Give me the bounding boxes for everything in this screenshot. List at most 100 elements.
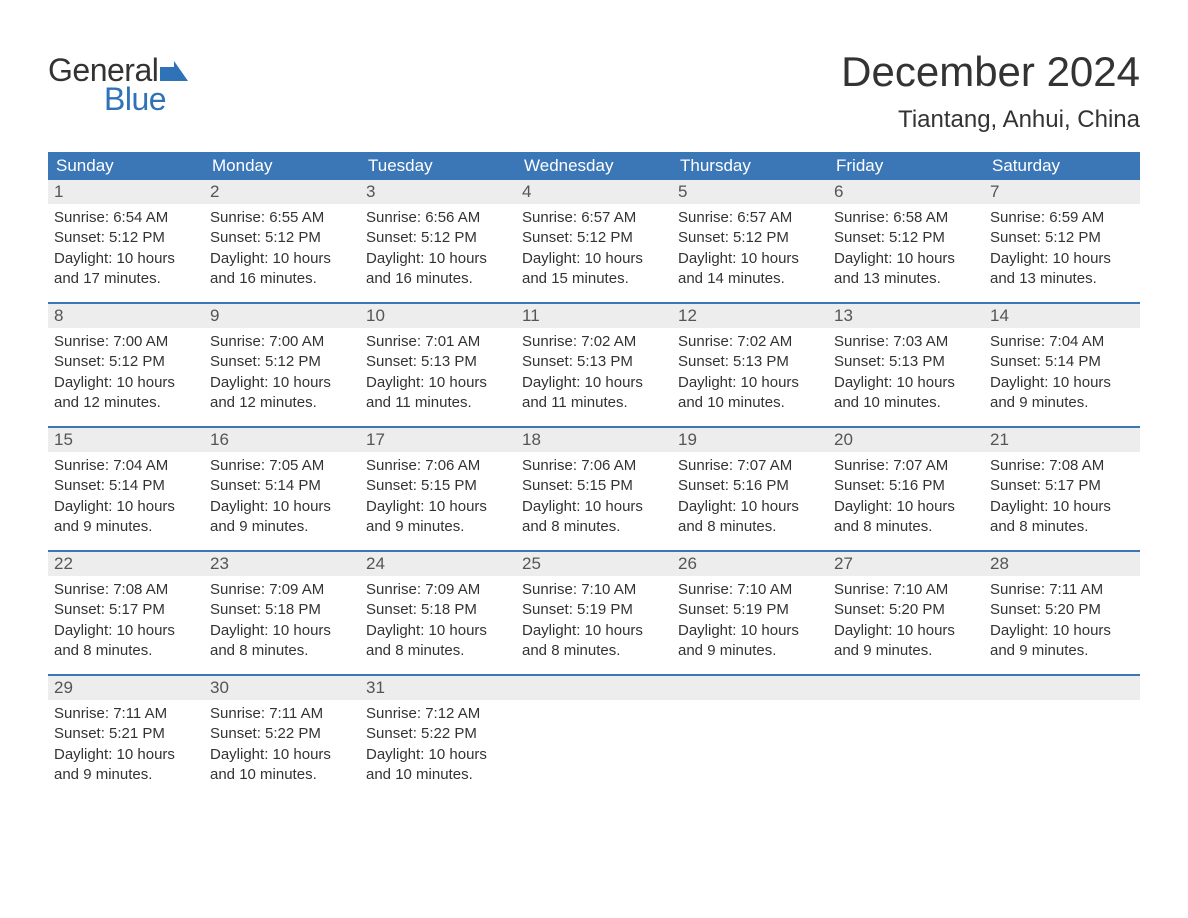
day-cell: 1Sunrise: 6:54 AMSunset: 5:12 PMDaylight… <box>48 180 204 302</box>
day-cell <box>828 676 984 798</box>
day-number: 13 <box>828 304 984 328</box>
day-content: Sunrise: 6:57 AMSunset: 5:12 PMDaylight:… <box>516 204 672 299</box>
day-sunset: Sunset: 5:18 PM <box>366 600 510 620</box>
day-sunset: Sunset: 5:13 PM <box>678 352 822 372</box>
day-sunset: Sunset: 5:16 PM <box>834 476 978 496</box>
day-sunset: Sunset: 5:15 PM <box>366 476 510 496</box>
day-content: Sunrise: 7:08 AMSunset: 5:17 PMDaylight:… <box>984 452 1140 547</box>
day-number <box>516 676 672 700</box>
day-d1: Daylight: 10 hours <box>54 621 198 641</box>
day-cell: 5Sunrise: 6:57 AMSunset: 5:12 PMDaylight… <box>672 180 828 302</box>
day-content: Sunrise: 7:03 AMSunset: 5:13 PMDaylight:… <box>828 328 984 423</box>
page-header: General Blue December 2024 Tiantang, Anh… <box>48 30 1140 134</box>
day-d1: Daylight: 10 hours <box>366 497 510 517</box>
day-sunrise: Sunrise: 7:05 AM <box>210 456 354 476</box>
day-sunrise: Sunrise: 6:55 AM <box>210 208 354 228</box>
day-content: Sunrise: 6:56 AMSunset: 5:12 PMDaylight:… <box>360 204 516 299</box>
day-content: Sunrise: 7:02 AMSunset: 5:13 PMDaylight:… <box>516 328 672 423</box>
day-sunrise: Sunrise: 7:12 AM <box>366 704 510 724</box>
day-content: Sunrise: 6:54 AMSunset: 5:12 PMDaylight:… <box>48 204 204 299</box>
day-number: 27 <box>828 552 984 576</box>
day-sunset: Sunset: 5:12 PM <box>366 228 510 248</box>
day-d2: and 8 minutes. <box>54 641 198 661</box>
day-sunrise: Sunrise: 7:11 AM <box>54 704 198 724</box>
week-row: 8Sunrise: 7:00 AMSunset: 5:12 PMDaylight… <box>48 302 1140 426</box>
day-cell: 25Sunrise: 7:10 AMSunset: 5:19 PMDayligh… <box>516 552 672 674</box>
day-d2: and 12 minutes. <box>54 393 198 413</box>
day-d2: and 11 minutes. <box>522 393 666 413</box>
day-cell: 6Sunrise: 6:58 AMSunset: 5:12 PMDaylight… <box>828 180 984 302</box>
day-number: 22 <box>48 552 204 576</box>
day-content: Sunrise: 7:05 AMSunset: 5:14 PMDaylight:… <box>204 452 360 547</box>
day-cell: 14Sunrise: 7:04 AMSunset: 5:14 PMDayligh… <box>984 304 1140 426</box>
day-cell: 28Sunrise: 7:11 AMSunset: 5:20 PMDayligh… <box>984 552 1140 674</box>
day-number: 30 <box>204 676 360 700</box>
day-d2: and 8 minutes. <box>366 641 510 661</box>
day-number <box>828 676 984 700</box>
day-d2: and 12 minutes. <box>210 393 354 413</box>
day-content: Sunrise: 7:00 AMSunset: 5:12 PMDaylight:… <box>48 328 204 423</box>
day-header-tuesday: Tuesday <box>360 152 516 180</box>
day-number: 5 <box>672 180 828 204</box>
day-sunset: Sunset: 5:15 PM <box>522 476 666 496</box>
day-content: Sunrise: 7:04 AMSunset: 5:14 PMDaylight:… <box>984 328 1140 423</box>
day-number: 9 <box>204 304 360 328</box>
day-content: Sunrise: 7:11 AMSunset: 5:20 PMDaylight:… <box>984 576 1140 671</box>
day-cell: 9Sunrise: 7:00 AMSunset: 5:12 PMDaylight… <box>204 304 360 426</box>
day-d1: Daylight: 10 hours <box>522 621 666 641</box>
day-d2: and 9 minutes. <box>54 765 198 785</box>
day-sunrise: Sunrise: 7:01 AM <box>366 332 510 352</box>
day-content: Sunrise: 7:12 AMSunset: 5:22 PMDaylight:… <box>360 700 516 795</box>
day-header-sunday: Sunday <box>48 152 204 180</box>
day-content: Sunrise: 7:06 AMSunset: 5:15 PMDaylight:… <box>516 452 672 547</box>
day-sunrise: Sunrise: 7:06 AM <box>366 456 510 476</box>
day-d2: and 11 minutes. <box>366 393 510 413</box>
day-number: 20 <box>828 428 984 452</box>
day-sunrise: Sunrise: 6:58 AM <box>834 208 978 228</box>
day-sunrise: Sunrise: 7:04 AM <box>54 456 198 476</box>
day-sunrise: Sunrise: 6:54 AM <box>54 208 198 228</box>
day-content: Sunrise: 6:55 AMSunset: 5:12 PMDaylight:… <box>204 204 360 299</box>
day-sunrise: Sunrise: 7:08 AM <box>990 456 1134 476</box>
day-content: Sunrise: 6:57 AMSunset: 5:12 PMDaylight:… <box>672 204 828 299</box>
day-d1: Daylight: 10 hours <box>210 249 354 269</box>
day-sunrise: Sunrise: 7:11 AM <box>990 580 1134 600</box>
day-number: 15 <box>48 428 204 452</box>
day-cell: 16Sunrise: 7:05 AMSunset: 5:14 PMDayligh… <box>204 428 360 550</box>
day-content: Sunrise: 7:09 AMSunset: 5:18 PMDaylight:… <box>360 576 516 671</box>
day-sunrise: Sunrise: 7:07 AM <box>834 456 978 476</box>
day-number: 14 <box>984 304 1140 328</box>
day-d1: Daylight: 10 hours <box>990 249 1134 269</box>
day-content: Sunrise: 6:58 AMSunset: 5:12 PMDaylight:… <box>828 204 984 299</box>
day-d2: and 9 minutes. <box>834 641 978 661</box>
day-cell: 31Sunrise: 7:12 AMSunset: 5:22 PMDayligh… <box>360 676 516 798</box>
day-number: 12 <box>672 304 828 328</box>
day-sunrise: Sunrise: 7:06 AM <box>522 456 666 476</box>
day-sunset: Sunset: 5:21 PM <box>54 724 198 744</box>
day-number: 2 <box>204 180 360 204</box>
day-d1: Daylight: 10 hours <box>990 497 1134 517</box>
day-sunset: Sunset: 5:12 PM <box>210 352 354 372</box>
day-d1: Daylight: 10 hours <box>678 249 822 269</box>
day-d1: Daylight: 10 hours <box>834 497 978 517</box>
day-header-saturday: Saturday <box>984 152 1140 180</box>
day-sunrise: Sunrise: 7:10 AM <box>678 580 822 600</box>
day-cell: 22Sunrise: 7:08 AMSunset: 5:17 PMDayligh… <box>48 552 204 674</box>
day-sunrise: Sunrise: 7:04 AM <box>990 332 1134 352</box>
day-number: 26 <box>672 552 828 576</box>
day-cell: 13Sunrise: 7:03 AMSunset: 5:13 PMDayligh… <box>828 304 984 426</box>
day-d1: Daylight: 10 hours <box>54 373 198 393</box>
day-d1: Daylight: 10 hours <box>678 373 822 393</box>
day-number: 4 <box>516 180 672 204</box>
day-number: 11 <box>516 304 672 328</box>
day-d2: and 8 minutes. <box>834 517 978 537</box>
day-d1: Daylight: 10 hours <box>522 249 666 269</box>
day-sunrise: Sunrise: 7:10 AM <box>522 580 666 600</box>
day-content: Sunrise: 7:04 AMSunset: 5:14 PMDaylight:… <box>48 452 204 547</box>
day-d2: and 9 minutes. <box>678 641 822 661</box>
day-cell: 4Sunrise: 6:57 AMSunset: 5:12 PMDaylight… <box>516 180 672 302</box>
day-d1: Daylight: 10 hours <box>210 497 354 517</box>
day-d2: and 8 minutes. <box>522 517 666 537</box>
day-sunset: Sunset: 5:17 PM <box>990 476 1134 496</box>
day-sunrise: Sunrise: 7:09 AM <box>366 580 510 600</box>
